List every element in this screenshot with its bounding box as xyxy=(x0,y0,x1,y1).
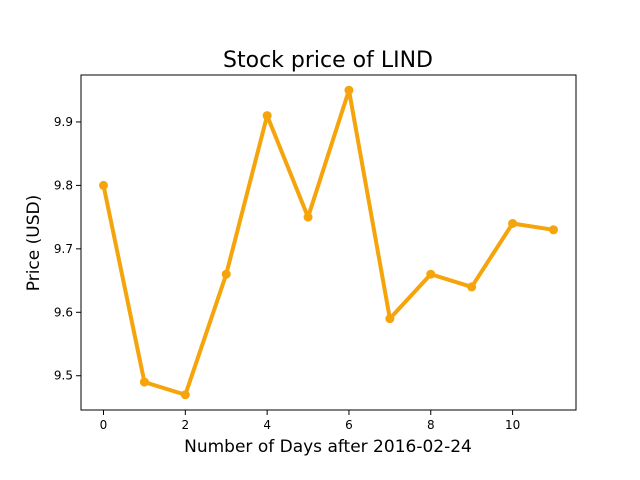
y-tick-label-0: 9.5 xyxy=(54,369,73,383)
data-point-11 xyxy=(549,225,558,235)
x-tick-label-2: 4 xyxy=(263,418,271,432)
data-point-7 xyxy=(385,314,395,324)
chart-title: Stock price of LIND xyxy=(223,48,433,73)
data-point-0 xyxy=(99,180,108,190)
price-line xyxy=(101,88,556,397)
x-tick-label-1: 2 xyxy=(181,418,189,432)
data-point-1 xyxy=(139,377,149,387)
x-tick-label-5: 10 xyxy=(505,418,520,432)
y-tick-label-4: 9.9 xyxy=(54,115,73,129)
data-point-4 xyxy=(262,111,272,121)
data-point-2 xyxy=(180,390,190,400)
y-axis-label: Price (USD) xyxy=(24,195,44,291)
x-tick-label-0: 0 xyxy=(100,418,108,432)
data-point-6 xyxy=(344,85,354,95)
data-point-5 xyxy=(303,212,313,222)
y-tick-label-3: 9.8 xyxy=(54,178,73,192)
data-point-8 xyxy=(426,269,436,279)
data-point-9 xyxy=(467,282,477,292)
x-axis-label: Number of Days after 2016-02-24 xyxy=(184,437,472,457)
y-tick-label-1: 9.6 xyxy=(54,305,73,319)
data-point-3 xyxy=(221,269,231,279)
plot-frame xyxy=(80,74,577,411)
y-tick-label-2: 9.7 xyxy=(54,242,73,256)
x-tick-label-4: 8 xyxy=(427,418,435,432)
data-point-10 xyxy=(508,218,518,228)
x-tick-label-3: 6 xyxy=(345,418,353,432)
plot-area xyxy=(99,85,558,400)
axis-ticks: 0 2 4 6 8 10 9.5 9.6 9.7 9.8 9.9 xyxy=(54,115,520,432)
